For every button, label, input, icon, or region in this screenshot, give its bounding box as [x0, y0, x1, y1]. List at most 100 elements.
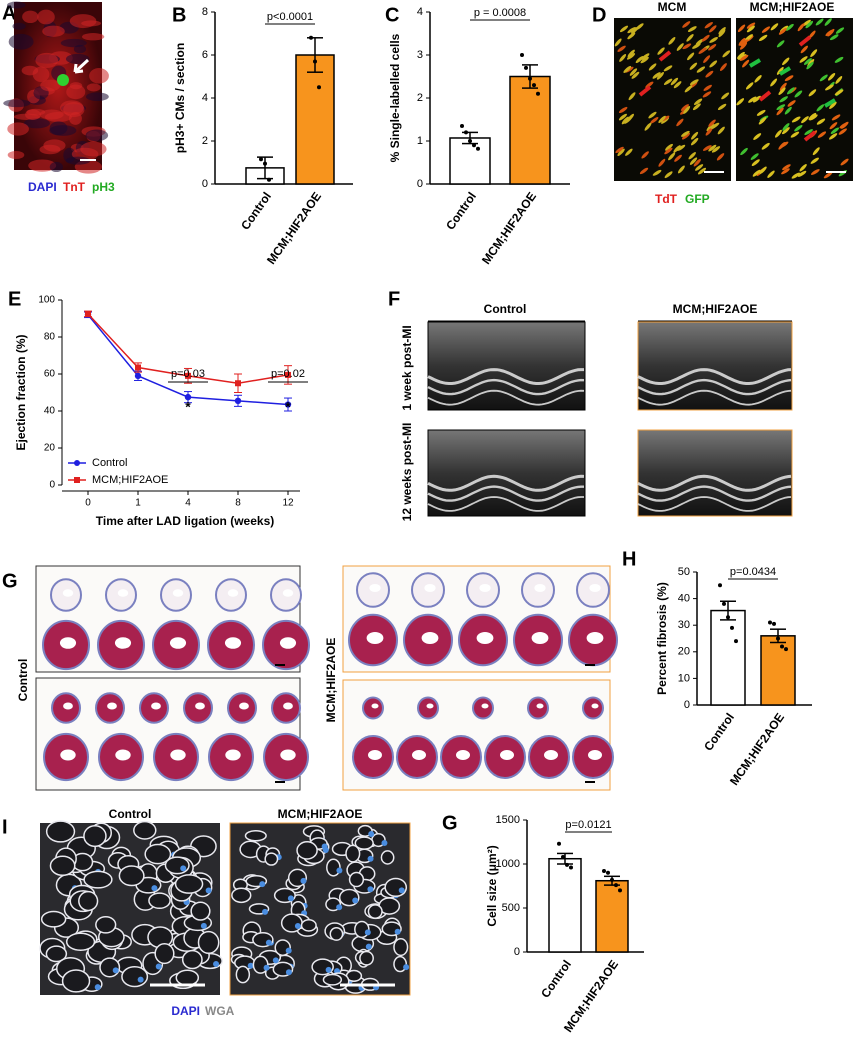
- texture: [85, 92, 109, 102]
- lumen: [588, 750, 602, 760]
- y-tick-label: 60: [44, 369, 56, 380]
- cell: [641, 151, 649, 159]
- bar: [595, 879, 629, 953]
- image-title: MCM: [658, 0, 687, 14]
- cell: [835, 27, 845, 34]
- error-bar: [557, 852, 573, 865]
- cell: [808, 30, 816, 39]
- cell: [742, 59, 750, 68]
- myocyte: [264, 852, 279, 866]
- y-tick-label: 0: [417, 178, 423, 190]
- cell: [817, 131, 827, 138]
- texture: [7, 1, 26, 9]
- annotation: p = 0.0008: [474, 7, 526, 19]
- data-point: [536, 91, 540, 96]
- cell: [717, 103, 727, 111]
- cell: [797, 170, 807, 177]
- cell: [688, 152, 696, 160]
- cell: [673, 81, 682, 89]
- panel-letter: D: [592, 4, 606, 26]
- cell: [740, 147, 748, 156]
- bar: [548, 857, 582, 953]
- data-point: [317, 85, 321, 90]
- echo-images: [427, 321, 793, 517]
- cell: [690, 137, 699, 146]
- cell: [674, 154, 682, 162]
- y-tick-label: 100: [38, 295, 55, 306]
- data-point: [768, 620, 772, 625]
- nucleus: [321, 843, 328, 850]
- y-tick-label: 4: [202, 92, 208, 104]
- cell: [758, 34, 768, 42]
- echo-trace: [637, 368, 792, 385]
- cell: [664, 147, 673, 155]
- cell: [778, 28, 787, 35]
- cell: [823, 172, 833, 179]
- texture: [8, 33, 34, 50]
- nucleus: [368, 830, 375, 837]
- lumen: [59, 637, 77, 649]
- cell: [658, 158, 666, 167]
- myocyte: [359, 950, 374, 966]
- nucleus: [155, 963, 162, 970]
- texture: [39, 109, 64, 120]
- lumen: [544, 750, 558, 760]
- nucleus: [262, 908, 269, 915]
- data-point: [472, 143, 476, 148]
- cell: [719, 63, 727, 71]
- cell: [787, 100, 796, 107]
- myocyte: [118, 865, 145, 887]
- nucleus: [112, 967, 119, 974]
- lumen: [534, 584, 546, 592]
- myocyte: [40, 910, 67, 928]
- cell: [752, 95, 761, 103]
- myocyte: [133, 820, 157, 840]
- cell: [824, 18, 832, 26]
- cell: [663, 78, 673, 85]
- image-title: MCM;HIF2AOE: [278, 807, 363, 821]
- cell: [802, 19, 811, 27]
- data-point: [532, 83, 536, 88]
- cell: [631, 26, 639, 34]
- cell: [684, 85, 693, 93]
- echo-trace: [637, 496, 792, 512]
- panel-letter: E: [8, 288, 21, 310]
- cell: [657, 47, 665, 55]
- cell: [781, 168, 790, 175]
- cell: [767, 170, 775, 178]
- y-axis-label: pH3+ CMs / section: [173, 43, 187, 153]
- echo-trace: [427, 474, 585, 492]
- data-point: [259, 157, 263, 162]
- texture: [65, 53, 90, 65]
- data-point: [614, 883, 618, 888]
- nucleus: [352, 897, 359, 904]
- image-title: Control: [109, 807, 152, 821]
- cell: [784, 75, 794, 82]
- y-tick-label: 8: [202, 6, 208, 18]
- cell: [776, 104, 786, 111]
- cell: [696, 66, 706, 73]
- arrow: [778, 66, 792, 76]
- cell: [825, 84, 834, 91]
- cell: [626, 53, 636, 60]
- myocyte: [322, 973, 343, 986]
- stain-label: GFP: [685, 192, 710, 206]
- myocyte: [83, 870, 113, 889]
- column-title: Control: [484, 302, 527, 316]
- y-tick-label: 80: [44, 332, 56, 343]
- data-point: [528, 76, 532, 81]
- myocyte: [367, 904, 383, 919]
- echo-trace: [427, 378, 585, 396]
- cell: [668, 37, 676, 45]
- echo-trace: [637, 474, 792, 492]
- cell: [676, 118, 684, 127]
- lumen: [60, 749, 76, 761]
- y-tick-label: 50: [678, 566, 690, 578]
- nucleus: [294, 923, 301, 930]
- heart-sections: [42, 572, 618, 783]
- lumen: [421, 632, 439, 644]
- nucleus: [398, 887, 405, 894]
- texture: [21, 65, 39, 76]
- cell: [756, 109, 766, 116]
- texture: [25, 109, 41, 120]
